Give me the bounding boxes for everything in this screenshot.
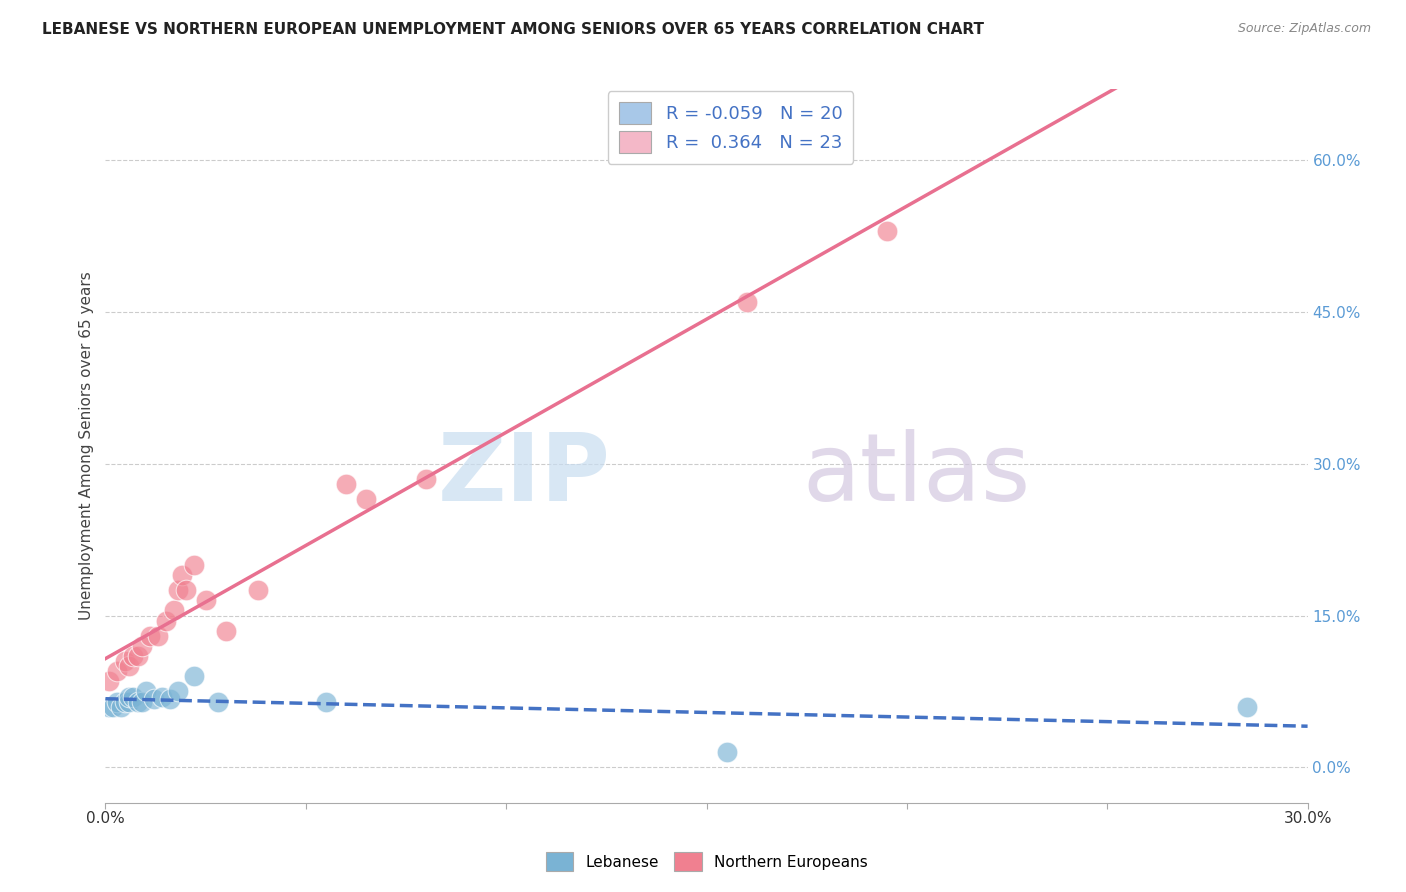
Text: LEBANESE VS NORTHERN EUROPEAN UNEMPLOYMENT AMONG SENIORS OVER 65 YEARS CORRELATI: LEBANESE VS NORTHERN EUROPEAN UNEMPLOYME… <box>42 22 984 37</box>
Point <box>118 695 141 709</box>
Point <box>107 695 129 709</box>
Point <box>207 695 229 709</box>
Point <box>735 294 758 309</box>
Y-axis label: Unemployment Among Seniors over 65 years: Unemployment Among Seniors over 65 years <box>79 272 94 620</box>
Point <box>246 583 269 598</box>
Text: 0.0%: 0.0% <box>86 811 125 826</box>
Point <box>122 690 145 704</box>
Point <box>159 691 181 706</box>
Point <box>183 558 205 572</box>
Point <box>131 639 153 653</box>
Point <box>174 583 197 598</box>
Point <box>114 695 136 709</box>
Point <box>415 472 437 486</box>
Point <box>103 699 125 714</box>
Point <box>118 690 141 704</box>
Point <box>716 745 738 759</box>
Point <box>107 664 129 678</box>
Point <box>170 568 193 582</box>
Point <box>114 654 136 668</box>
Point <box>183 669 205 683</box>
Point <box>131 695 153 709</box>
Text: ZIP: ZIP <box>437 428 610 521</box>
Text: Source: ZipAtlas.com: Source: ZipAtlas.com <box>1237 22 1371 36</box>
Point <box>166 583 188 598</box>
Point <box>127 648 149 663</box>
Point <box>166 684 188 698</box>
Point <box>194 593 217 607</box>
Point <box>1236 699 1258 714</box>
Point <box>162 603 184 617</box>
Point <box>354 492 377 507</box>
Point <box>876 224 898 238</box>
Point <box>138 629 160 643</box>
Point <box>135 684 157 698</box>
Point <box>335 477 357 491</box>
Point <box>315 695 337 709</box>
Point <box>110 699 132 714</box>
Point <box>98 674 121 689</box>
Legend: Lebanese, Northern Europeans: Lebanese, Northern Europeans <box>540 847 873 877</box>
Point <box>127 695 149 709</box>
Point <box>98 699 121 714</box>
Point <box>118 659 141 673</box>
Point <box>122 648 145 663</box>
Point <box>155 614 177 628</box>
Point <box>146 629 169 643</box>
Text: atlas: atlas <box>803 428 1031 521</box>
Point <box>214 624 236 638</box>
Point <box>150 690 173 704</box>
Point <box>142 691 165 706</box>
Text: 30.0%: 30.0% <box>1284 811 1331 826</box>
